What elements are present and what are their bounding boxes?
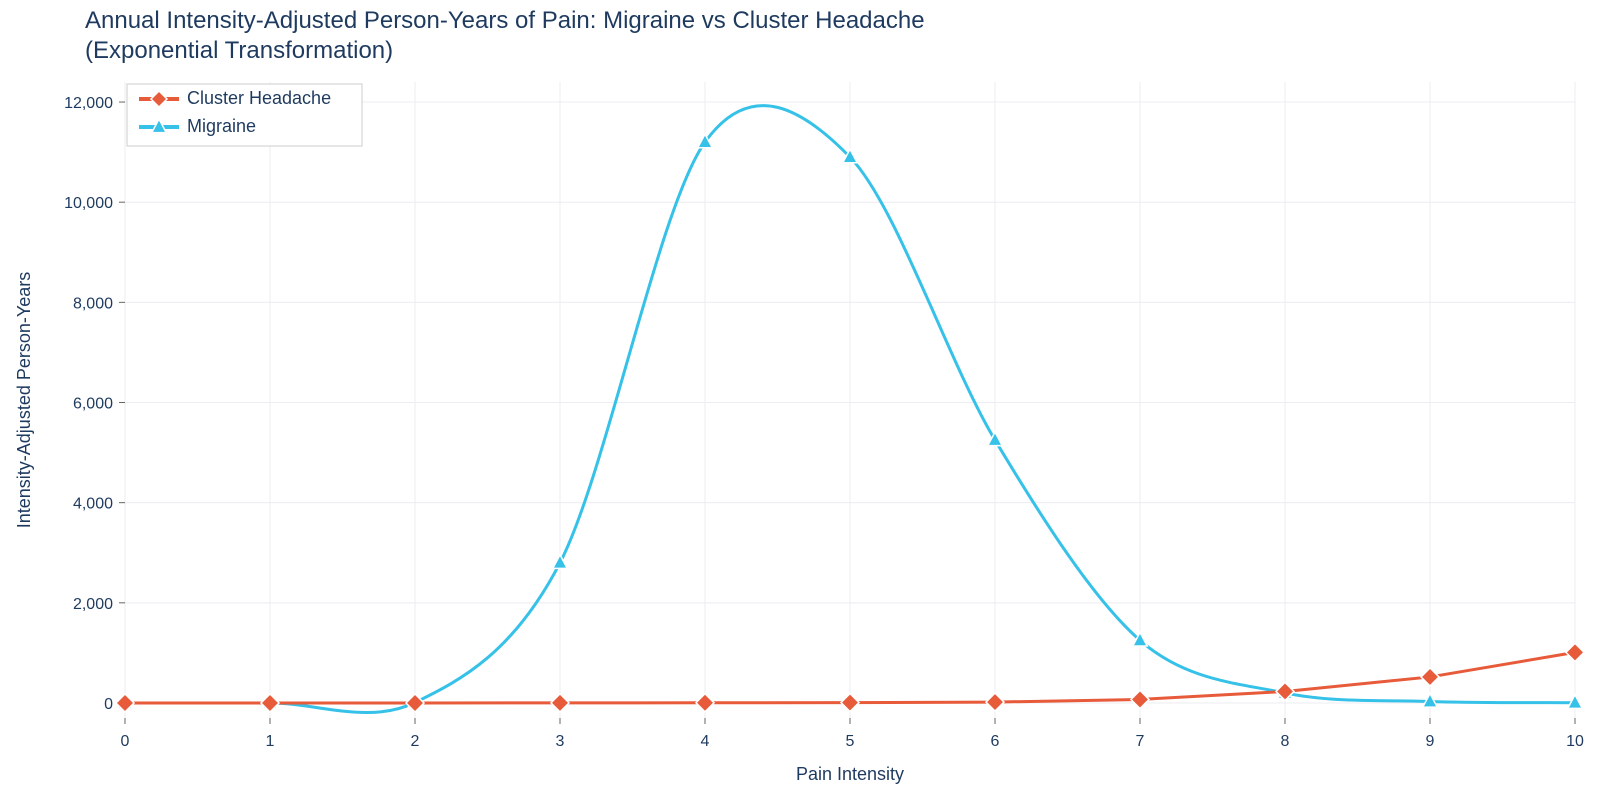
series-marker-cluster-headache <box>551 694 569 712</box>
x-tick-label: 4 <box>701 733 710 750</box>
series-marker-cluster-headache <box>1421 668 1439 686</box>
series-marker-cluster-headache <box>986 693 1004 711</box>
y-tick-label: 4,000 <box>73 496 113 513</box>
x-tick-label: 2 <box>411 733 420 750</box>
y-tick-label: 10,000 <box>64 195 113 212</box>
chart-container: Annual Intensity-Adjusted Person-Years o… <box>0 0 1600 800</box>
x-tick-label: 8 <box>1281 733 1290 750</box>
y-tick-label: 8,000 <box>73 295 113 312</box>
x-tick-label: 0 <box>121 733 130 750</box>
series-marker-cluster-headache <box>1131 690 1149 708</box>
chart-title-line1: Annual Intensity-Adjusted Person-Years o… <box>85 7 925 34</box>
series-marker-cluster-headache <box>841 694 859 712</box>
y-tick-label: 12,000 <box>64 95 113 112</box>
y-tick-label: 2,000 <box>73 596 113 613</box>
series-marker-cluster-headache <box>696 694 714 712</box>
series-marker-cluster-headache <box>1566 643 1584 661</box>
y-axis-label: Intensity-Adjusted Person-Years <box>14 272 34 528</box>
x-tick-label: 7 <box>1136 733 1145 750</box>
x-tick-label: 3 <box>556 733 565 750</box>
x-tick-label: 1 <box>266 733 275 750</box>
chart-title-line2: (Exponential Transformation) <box>85 37 393 64</box>
x-tick-label: 6 <box>991 733 1000 750</box>
series-marker-cluster-headache <box>406 694 424 712</box>
x-tick-label: 9 <box>1426 733 1435 750</box>
y-tick-label: 0 <box>104 696 113 713</box>
series-marker-migraine <box>553 555 567 569</box>
x-tick-label: 10 <box>1566 733 1584 750</box>
chart-svg: Annual Intensity-Adjusted Person-Years o… <box>0 0 1600 800</box>
legend-label: Migraine <box>187 116 256 136</box>
x-tick-label: 5 <box>846 733 855 750</box>
legend-label: Cluster Headache <box>187 88 331 108</box>
y-tick-label: 6,000 <box>73 396 113 413</box>
x-axis-label: Pain Intensity <box>796 764 904 784</box>
